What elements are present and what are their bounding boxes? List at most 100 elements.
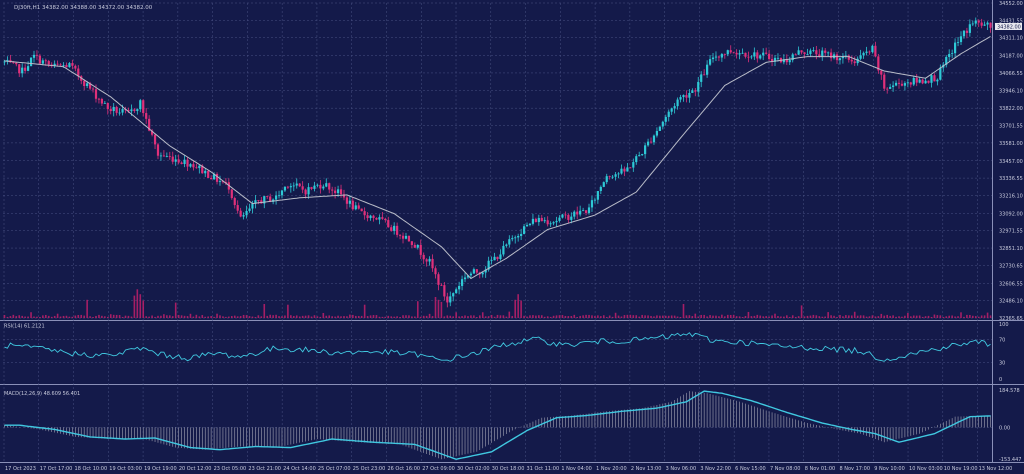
candle-body <box>292 185 295 187</box>
volume-bar <box>644 315 646 318</box>
candle-body <box>850 59 853 62</box>
candle-body <box>366 215 369 219</box>
volume-bar <box>405 315 407 318</box>
candle-body <box>106 102 109 110</box>
candle-body <box>307 187 310 195</box>
candle-body <box>38 55 42 64</box>
volume-bar <box>555 315 558 318</box>
candle-body <box>661 121 664 127</box>
candle-body <box>582 210 585 212</box>
candle-body <box>951 53 954 54</box>
volume-bar <box>225 316 227 318</box>
volume-bar <box>449 315 452 318</box>
candle-body <box>567 214 570 220</box>
volume-bar <box>989 315 992 318</box>
volume-bar <box>260 316 263 318</box>
volume-bar <box>986 312 989 318</box>
volume-bar <box>3 314 6 318</box>
x-tick-label: 25 Oct 23:00 <box>353 466 386 472</box>
macd-y-tick-label: 0.00 <box>999 425 1010 431</box>
candle-body <box>531 218 535 224</box>
candle-body <box>883 74 886 89</box>
candle-body <box>894 82 898 86</box>
candle-body <box>304 189 307 195</box>
x-tick-label: 18 Oct 10:00 <box>75 466 108 472</box>
candle-body <box>794 54 797 56</box>
volume-bar <box>904 315 906 318</box>
main-y-tick-label: 33336.55 <box>999 176 1023 182</box>
candle-body <box>212 174 216 180</box>
volume-bar <box>608 315 611 318</box>
volume-bar <box>821 316 824 318</box>
volume-bar <box>352 314 354 318</box>
volume-bar <box>272 315 274 318</box>
volume-bar <box>791 315 794 318</box>
candle-body <box>177 159 180 163</box>
volume-bar <box>33 316 35 318</box>
volume-bar <box>765 316 767 318</box>
volume-bar <box>753 315 756 318</box>
volume-bar <box>505 316 508 318</box>
volume-bar <box>493 316 496 318</box>
volume-bar <box>741 316 744 318</box>
candle-body <box>534 218 537 223</box>
candle-body <box>165 156 168 157</box>
volume-bar <box>287 304 289 318</box>
candle-body <box>348 200 351 204</box>
candle-body <box>593 199 597 201</box>
main-y-tick-label: 32851.10 <box>999 246 1023 252</box>
volume-bar <box>195 314 198 318</box>
candle-body <box>59 64 62 66</box>
volume-bar <box>930 316 933 318</box>
volume-bar <box>387 315 390 318</box>
volume-bar <box>65 315 68 318</box>
volume-bar <box>328 315 331 318</box>
candle-body <box>918 79 921 83</box>
volume-bar <box>659 315 661 318</box>
volume-bar <box>363 304 366 318</box>
candle-body <box>785 59 788 63</box>
candle-body <box>646 141 650 146</box>
volume-bar <box>540 315 543 318</box>
volume-bar <box>538 315 540 318</box>
volume-bar <box>281 316 283 318</box>
volume-bar <box>476 316 478 318</box>
volume-bar <box>726 314 729 318</box>
candle-body <box>584 210 588 213</box>
volume-bar <box>747 311 750 318</box>
candle-body <box>354 205 357 210</box>
volume-bar <box>487 316 490 318</box>
volume-bar <box>980 315 983 318</box>
volume-bar <box>667 315 670 318</box>
volume-bar <box>729 314 732 318</box>
volume-bar <box>210 316 212 318</box>
candle-body <box>71 63 74 66</box>
candle-body <box>428 258 431 262</box>
x-tick-label: 2 Nov 13:00 <box>631 466 662 472</box>
volume-bar <box>983 315 986 318</box>
volume-bar <box>431 316 434 318</box>
candle-body <box>543 220 546 222</box>
candle-body <box>540 217 543 222</box>
volume-bar <box>233 315 236 318</box>
volume-bar <box>269 314 271 318</box>
volume-bar <box>585 314 587 318</box>
candle-body <box>378 217 381 220</box>
volume-bar <box>812 314 815 318</box>
candle-body <box>481 272 484 275</box>
volume-bar <box>440 301 443 318</box>
main-y-tick-label: 33946.10 <box>999 88 1023 94</box>
volume-bar <box>62 315 65 318</box>
x-tick-label: 19 Oct 19:00 <box>144 466 177 472</box>
volume-bar <box>815 315 818 318</box>
candle-body <box>148 118 151 131</box>
candle-body <box>452 293 455 297</box>
candle-body <box>251 203 254 209</box>
volume-bar <box>446 315 449 318</box>
candle-body <box>649 141 653 143</box>
volume-bar <box>189 313 192 318</box>
candle-body <box>242 215 245 217</box>
candle-body <box>127 110 130 112</box>
volume-bar <box>517 294 519 318</box>
volume-bar <box>809 315 812 318</box>
